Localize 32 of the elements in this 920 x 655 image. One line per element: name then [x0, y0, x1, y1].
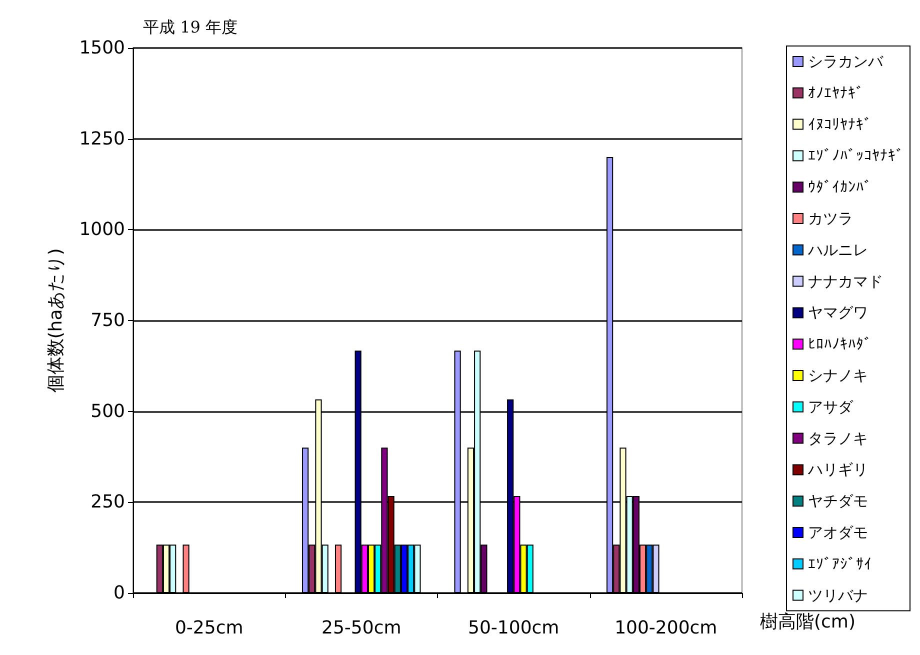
x-tick-label: 25-50cm: [322, 618, 402, 638]
chart-title: 平成 19 年度: [143, 18, 238, 36]
x-tick-label: 0-25cm: [174, 618, 244, 638]
y-tick-label: 1000: [79, 219, 125, 240]
legend-label: ｴｿﾞﾉﾊﾞｯｺﾔﾅｷﾞ: [808, 146, 904, 165]
legend-label: シナノキ: [808, 366, 868, 384]
legend-label: シラカンバ: [808, 52, 884, 70]
y-tick-label: 750: [90, 310, 125, 331]
legend-label: ナナカマド: [808, 272, 883, 290]
legend-label: ﾋﾛﾊﾉｷﾊﾀﾞ: [808, 335, 872, 354]
legend-label: タラノキ: [808, 429, 868, 448]
x-axis-title: 樹高階(cm): [760, 612, 856, 632]
legend-label: ｵﾉｴﾔﾅｷﾞ: [808, 84, 864, 102]
legend-label: ツリバナ: [808, 586, 868, 604]
x-tick-label: 100-200cm: [614, 618, 718, 638]
legend-label: ｳﾀﾞｲｶﾝﾊﾞ: [808, 178, 872, 196]
y-axis-title: 個体数(haあたり): [46, 248, 66, 393]
y-tick-label: 1250: [79, 128, 125, 150]
legend-label: ハリギリ: [807, 460, 868, 479]
legend-label: ヤマグワ: [808, 304, 868, 322]
legend-label: ｴｿﾞｱｼﾞｻｲ: [808, 554, 872, 573]
y-tick-label: 250: [90, 492, 125, 513]
x-tick-label: 50-100cm: [468, 618, 560, 638]
y-tick-label: 0: [114, 582, 125, 604]
legend-label: ヤチダモ: [808, 492, 868, 510]
legend-label: アオダモ: [808, 524, 868, 542]
y-tick-label: 500: [90, 400, 125, 422]
legend-label: アサダ: [808, 398, 854, 416]
legend-label: ハルニレ: [807, 240, 868, 259]
legend-label: カツラ: [808, 210, 853, 228]
legend-label: ｲﾇｺﾘﾔﾅｷﾞ: [808, 115, 872, 134]
y-tick-label: 1500: [79, 38, 125, 58]
